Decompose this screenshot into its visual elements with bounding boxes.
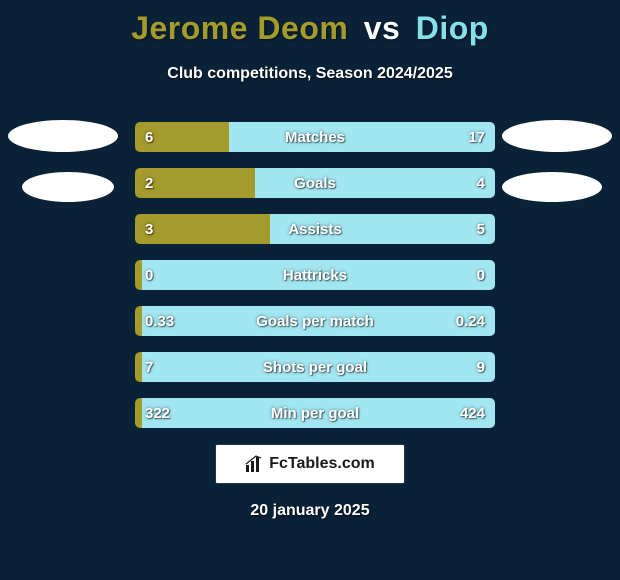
bar-right — [142, 398, 495, 428]
stat-row: 35Assists — [135, 214, 495, 244]
stat-row: 24Goals — [135, 168, 495, 198]
bar-left — [135, 122, 229, 152]
bar-left — [135, 398, 142, 428]
chart-icon — [245, 455, 263, 473]
player2-name: Diop — [416, 10, 489, 46]
stat-row: 00Hattricks — [135, 260, 495, 290]
bar-right — [255, 168, 495, 198]
stat-row: 0.330.24Goals per match — [135, 306, 495, 336]
bar-right — [229, 122, 495, 152]
subtitle: Club competitions, Season 2024/2025 — [0, 65, 620, 83]
bar-left — [135, 214, 270, 244]
stat-row: 617Matches — [135, 122, 495, 152]
bar-left — [135, 260, 142, 290]
bar-right — [142, 306, 495, 336]
comparison-chart: 617Matches 24Goals 35Assists 00Hattricks 0.3… — [135, 122, 495, 444]
bar-left — [135, 168, 255, 198]
player1-photo-placeholder — [8, 120, 118, 152]
bar-left — [135, 306, 142, 336]
player1-name: Jerome Deom — [131, 10, 348, 46]
bar-right — [270, 214, 495, 244]
player2-team-placeholder — [502, 172, 602, 202]
comparison-title: Jerome Deom vs Diop — [0, 0, 620, 47]
date-text: 20 january 2025 — [0, 502, 620, 520]
bar-right — [142, 352, 495, 382]
logo-text: FcTables.com — [269, 455, 375, 473]
stat-row: 79Shots per goal — [135, 352, 495, 382]
vs-text: vs — [364, 10, 401, 46]
bar-right — [142, 260, 495, 290]
player1-team-placeholder — [22, 172, 114, 202]
fctables-logo: FcTables.com — [215, 444, 405, 484]
bar-left — [135, 352, 142, 382]
player2-photo-placeholder — [502, 120, 612, 152]
stat-row: 322424Min per goal — [135, 398, 495, 428]
